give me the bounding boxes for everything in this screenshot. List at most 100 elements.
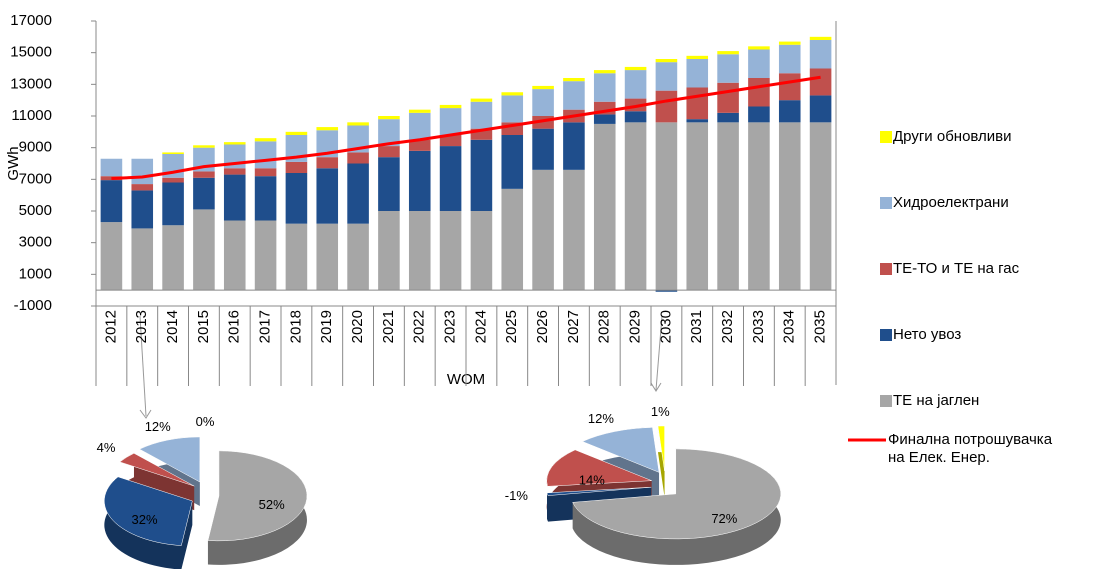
bar — [285, 161, 308, 173]
bar — [378, 116, 400, 120]
y-tick-label: 15000 — [10, 44, 52, 61]
bar — [131, 158, 154, 185]
bar — [563, 81, 585, 110]
bar — [254, 141, 277, 169]
pie-label: 4% — [97, 440, 116, 455]
bar — [470, 128, 493, 140]
bar — [624, 70, 647, 99]
bar — [624, 66, 647, 71]
legend-label: Нето увоз — [893, 326, 961, 343]
x-tick-label: 2014 — [164, 310, 181, 343]
bar — [439, 108, 462, 135]
x-tick-label: 2033 — [750, 310, 767, 343]
bar — [686, 87, 709, 120]
bar — [408, 112, 431, 140]
bar — [378, 211, 400, 291]
x-tick-label: 2034 — [781, 310, 798, 343]
bar — [347, 223, 369, 291]
bar — [501, 135, 524, 189]
y-tick-label: 9000 — [19, 139, 52, 156]
bar — [408, 150, 431, 211]
bar — [193, 145, 215, 148]
arrow-head — [650, 382, 662, 392]
legend-swatch — [880, 329, 892, 341]
bar — [162, 225, 184, 291]
bar — [439, 135, 462, 147]
bar — [532, 128, 554, 170]
bar — [223, 220, 246, 291]
bar — [408, 211, 431, 291]
x-tick-label: 2019 — [318, 310, 335, 343]
bar — [809, 40, 832, 69]
legend-label: Хидроелектрани — [893, 194, 1009, 211]
bar — [347, 163, 369, 224]
x-tick-label: 2018 — [287, 310, 304, 343]
bar — [254, 138, 277, 142]
bar — [100, 158, 123, 177]
bar — [778, 44, 801, 74]
bar — [593, 73, 616, 102]
legend-swatch — [880, 263, 892, 275]
arrow — [655, 315, 663, 391]
pie-slice — [104, 476, 193, 546]
bar — [378, 146, 400, 158]
x-tick-label: 2031 — [688, 310, 705, 343]
bar — [748, 122, 770, 291]
bar — [532, 169, 554, 291]
bar — [131, 190, 154, 229]
bar — [162, 182, 184, 226]
bar — [316, 157, 339, 169]
bar — [717, 112, 739, 123]
bar — [593, 70, 616, 74]
y-axis-title: GWh — [5, 146, 22, 180]
bar — [316, 130, 339, 158]
bar — [809, 122, 832, 291]
pie-label: -1% — [505, 488, 529, 503]
bar — [100, 180, 123, 223]
bar — [285, 131, 308, 135]
bar — [254, 168, 277, 177]
bar — [254, 176, 277, 221]
bar — [624, 122, 647, 291]
bar — [717, 51, 739, 55]
bar — [748, 49, 770, 78]
bar — [378, 119, 400, 147]
pie-slice — [119, 452, 195, 487]
bar — [686, 122, 709, 291]
bar — [439, 211, 462, 291]
bar — [316, 168, 339, 224]
bar — [778, 73, 801, 101]
bar — [254, 220, 277, 291]
line — [111, 75, 821, 181]
bar — [563, 78, 585, 82]
bar — [532, 89, 554, 116]
x-tick-label: 2025 — [503, 310, 520, 343]
pie-label: 32% — [132, 512, 158, 527]
bar — [624, 111, 647, 123]
pie-slice — [572, 448, 781, 540]
bar — [655, 90, 678, 123]
bar — [193, 177, 215, 210]
bar — [748, 106, 770, 123]
x-tick-label: 2030 — [657, 310, 674, 343]
x-tick-label: 2028 — [596, 310, 613, 343]
bar — [470, 211, 493, 291]
bar — [655, 59, 678, 63]
bar — [501, 188, 524, 291]
bar — [717, 122, 739, 291]
bar — [285, 173, 308, 224]
bar — [439, 146, 462, 211]
pie-slice — [139, 436, 201, 483]
bar — [655, 290, 678, 292]
legend-label: Финална потрошувачка на Елек. Енер. — [888, 431, 1053, 466]
bar — [285, 223, 308, 291]
bar — [809, 95, 832, 123]
bar — [378, 157, 400, 211]
bar — [347, 125, 369, 153]
pie-slice — [546, 449, 652, 487]
bar — [778, 41, 801, 45]
pie-label: 12% — [588, 411, 614, 426]
bar — [778, 100, 801, 123]
x-tick-label: 2029 — [627, 310, 644, 343]
